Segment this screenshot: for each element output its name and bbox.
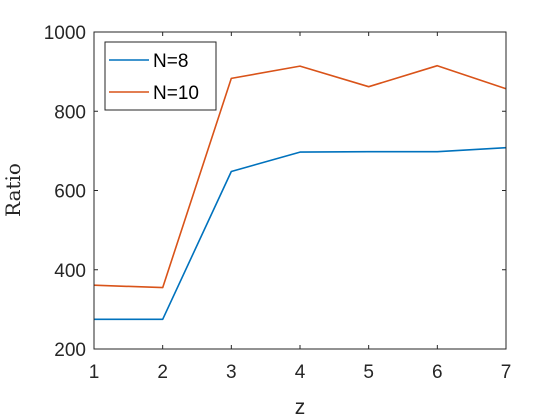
y-tick-label: 200 <box>54 340 86 361</box>
x-tick-label: 1 <box>89 362 100 383</box>
x-tick-label: 7 <box>501 362 512 383</box>
legend-label: N=8 <box>153 51 188 72</box>
y-tick-label: 400 <box>54 261 86 282</box>
x-tick-label: 6 <box>432 362 443 383</box>
x-tick-labels: 1 2 3 4 5 6 7 <box>89 362 512 383</box>
y-tick-label: 600 <box>54 182 86 203</box>
series-group <box>93 64 507 321</box>
x-axis-label: z <box>295 396 306 419</box>
y-tick-label: 1000 <box>44 23 86 44</box>
x-tick-label: 3 <box>226 362 237 383</box>
x-tick-label: 2 <box>157 362 168 383</box>
series-line-n10 <box>93 64 507 289</box>
y-tick-label: 800 <box>54 102 86 123</box>
x-tick-label: 4 <box>295 362 306 383</box>
legend-label: N=10 <box>153 83 199 104</box>
y-axis-label: Ratio <box>1 163 25 217</box>
legend: N=8 N=10 <box>104 41 217 111</box>
x-tick-label: 5 <box>363 362 374 383</box>
series-line-n8 <box>94 146 507 321</box>
axes-box <box>93 31 507 350</box>
y-tick-labels: 200 400 600 800 1000 <box>44 23 86 361</box>
legend-box <box>104 41 217 111</box>
